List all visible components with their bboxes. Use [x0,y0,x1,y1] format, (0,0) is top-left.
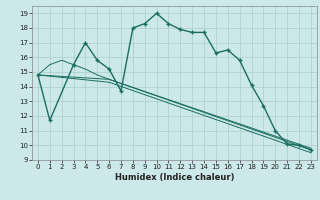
X-axis label: Humidex (Indice chaleur): Humidex (Indice chaleur) [115,173,234,182]
